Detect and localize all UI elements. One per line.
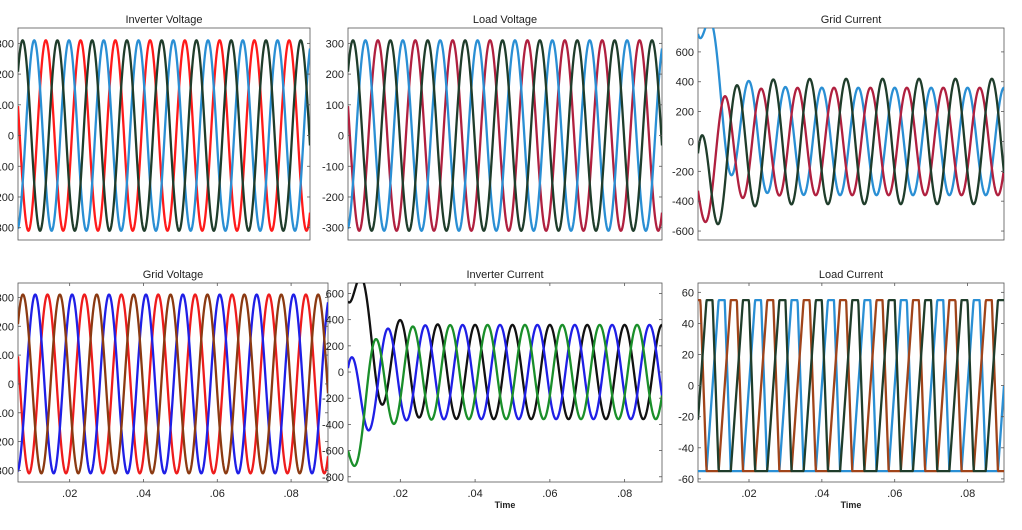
y-tick-label: 300 <box>0 292 14 304</box>
y-tick-label: 200 <box>326 69 344 81</box>
series-group <box>348 39 662 232</box>
series-line-3 <box>18 39 310 232</box>
subplot-3: 600 400 200 0 -200 -400 -600 Grid Current <box>672 14 1005 241</box>
series-line-2 <box>18 39 310 232</box>
x-tick-label: .04 <box>136 488 151 500</box>
y-tick-label: 40 <box>682 318 694 330</box>
x-tick-label: .02 <box>741 488 756 500</box>
y-tick-label: -20 <box>678 412 694 424</box>
y-tick-label: -600 <box>322 446 344 458</box>
series-line-2 <box>348 39 662 232</box>
series-line-1 <box>348 39 662 232</box>
subplot-1: 300 200 100 0 -100 -200 -300 Inverter Voltage <box>0 14 311 241</box>
y-tick-label: 400 <box>326 315 344 327</box>
y-tick-label: -400 <box>322 419 344 431</box>
y-tick-label: 100 <box>0 100 14 112</box>
x-axis-label: Time <box>841 500 862 510</box>
x-tick-label: .08 <box>283 488 298 500</box>
series-group <box>698 298 1004 473</box>
y-tick-label: 0 <box>338 367 344 379</box>
x-tick-label: .06 <box>887 488 902 500</box>
series-line-1 <box>698 28 1004 197</box>
series-line-3 <box>348 323 662 468</box>
x-axis-label: Time <box>495 500 516 510</box>
x-tick-label: .06 <box>542 488 557 500</box>
y-tick-label: -100 <box>0 161 14 173</box>
y-tick-label: -300 <box>0 465 14 477</box>
series-line-2 <box>18 293 328 475</box>
series-line-1 <box>698 298 1004 473</box>
series-group <box>18 39 310 232</box>
subplot-5: 600 400 200 0 -200 -400 -600 -800 .02 .04 .06 .08 In… <box>322 269 663 510</box>
x-tick-label: .04 <box>814 488 829 500</box>
series-line-1 <box>348 283 662 421</box>
y-tick-label: -800 <box>322 472 344 484</box>
series-group <box>348 283 662 468</box>
y-tick-label: -200 <box>0 437 14 449</box>
chart-title: Inverter Voltage <box>125 14 202 26</box>
y-tick-label: 100 <box>326 100 344 112</box>
chart-title: Load Current <box>819 269 883 281</box>
series-line-3 <box>18 293 328 475</box>
y-tick-label: 200 <box>0 69 14 81</box>
y-tick-label: 200 <box>0 321 14 333</box>
y-tick-label: -300 <box>0 223 14 235</box>
y-tick-label: -200 <box>322 192 344 204</box>
y-tick-label: 20 <box>682 350 694 362</box>
y-tick-label: 0 <box>8 131 14 143</box>
chart-title: Grid Current <box>821 14 882 26</box>
y-tick-label: -400 <box>672 196 694 208</box>
y-tick-label: -200 <box>672 166 694 178</box>
series-line-1 <box>18 293 328 475</box>
series-group <box>18 293 328 475</box>
y-tick-label: 0 <box>338 131 344 143</box>
y-tick-label: 0 <box>688 136 694 148</box>
x-tick-label: .08 <box>617 488 632 500</box>
chart-title: Grid Voltage <box>143 269 204 281</box>
x-tick-label: .02 <box>62 488 77 500</box>
subplot-2: 300 200 100 0 -100 -200 -300 Load Voltage <box>322 14 663 241</box>
y-tick-label: -200 <box>0 192 14 204</box>
chart-title: Inverter Current <box>466 269 543 281</box>
y-tick-label: 600 <box>326 288 344 300</box>
y-tick-label: -100 <box>0 408 14 420</box>
series-line-3 <box>348 39 662 232</box>
y-tick-label: -600 <box>672 226 694 238</box>
y-tick-label: 400 <box>676 77 694 89</box>
chart-title: Load Voltage <box>473 14 537 26</box>
subplot-4: 300 200 100 0 -100 -200 -300 .02 .04 .06 .08 Grid V… <box>0 269 329 500</box>
y-tick-label: 600 <box>676 47 694 59</box>
series-line-3 <box>698 77 1004 226</box>
series-line-3 <box>698 298 1004 473</box>
series-line-1 <box>18 39 310 232</box>
y-tick-label: 0 <box>8 379 14 391</box>
y-tick-label: 300 <box>0 38 14 50</box>
series-line-2 <box>698 298 1004 473</box>
y-tick-label: 0 <box>688 381 694 393</box>
y-tick-label: -100 <box>322 161 344 173</box>
x-tick-label: .06 <box>210 488 225 500</box>
y-tick-label: 100 <box>0 350 14 362</box>
y-tick-label: -300 <box>322 223 344 235</box>
y-tick-label: -200 <box>322 393 344 405</box>
series-group <box>698 28 1004 226</box>
y-tick-label: 200 <box>326 341 344 353</box>
x-tick-label: .04 <box>467 488 482 500</box>
y-tick-label: -60 <box>678 474 694 486</box>
y-tick-label: 60 <box>682 287 694 299</box>
plot-area <box>697 27 1005 241</box>
x-tick-label: .08 <box>960 488 975 500</box>
subplot-6: 60 40 20 0 -20 -40 -60 .02 .04 .06 .08 Load Current… <box>678 269 1005 510</box>
x-tick-label: .02 <box>393 488 408 500</box>
y-tick-label: 200 <box>676 107 694 119</box>
y-tick-label: 300 <box>326 38 344 50</box>
y-tick-label: -40 <box>678 443 694 455</box>
